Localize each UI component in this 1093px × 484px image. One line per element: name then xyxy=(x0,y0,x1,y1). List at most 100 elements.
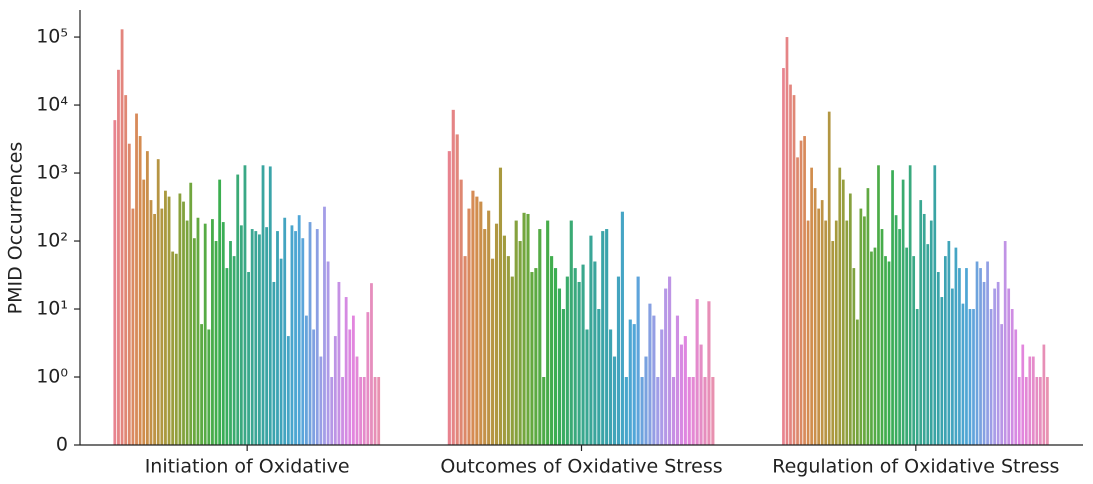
bar xyxy=(703,377,707,445)
bar xyxy=(174,253,178,445)
bar xyxy=(605,229,609,445)
bar xyxy=(898,229,901,445)
bar xyxy=(1017,377,1021,445)
bar xyxy=(366,312,370,445)
bar xyxy=(447,151,451,445)
bar xyxy=(687,377,691,445)
bar xyxy=(229,241,232,445)
bar xyxy=(982,281,986,445)
y-tick-label: 10⁵ xyxy=(36,26,68,48)
bar xyxy=(929,220,933,445)
bar xyxy=(542,377,546,445)
bar xyxy=(820,200,824,445)
bar xyxy=(149,200,153,445)
bar xyxy=(565,276,569,445)
bar xyxy=(232,256,236,445)
bar xyxy=(813,188,817,445)
bar xyxy=(1003,241,1007,445)
bar xyxy=(326,261,330,445)
bar xyxy=(901,179,905,445)
bar xyxy=(1039,377,1042,445)
bar xyxy=(127,143,131,445)
bar xyxy=(459,179,463,445)
bar xyxy=(333,336,337,445)
bar xyxy=(189,182,193,445)
bar xyxy=(561,309,565,445)
bar xyxy=(817,208,821,445)
bar xyxy=(845,220,849,445)
bar xyxy=(1046,377,1049,445)
bar xyxy=(475,196,479,445)
y-tick-label: 10¹ xyxy=(36,298,68,320)
x-tick-label: Initiation of Oxidative xyxy=(145,456,350,478)
bar xyxy=(954,247,958,445)
y-axis-label: PMID Occurrences xyxy=(5,142,27,315)
y-tick-label: 10⁴ xyxy=(36,94,68,116)
bar xyxy=(968,309,972,445)
bar xyxy=(919,200,923,445)
bar xyxy=(304,315,308,445)
bar xyxy=(905,247,908,445)
bar xyxy=(581,264,585,445)
bar xyxy=(138,136,142,445)
bar xyxy=(695,299,699,445)
bar xyxy=(699,344,703,445)
bar xyxy=(196,217,200,445)
bar xyxy=(117,69,120,446)
bar xyxy=(640,377,644,445)
bar xyxy=(348,329,352,445)
bar xyxy=(265,227,269,445)
bar xyxy=(182,201,185,445)
bar xyxy=(947,241,951,445)
bar xyxy=(880,229,884,445)
bar xyxy=(290,225,294,445)
bar xyxy=(870,251,873,445)
bar xyxy=(550,256,554,445)
bar xyxy=(1000,324,1004,445)
bar xyxy=(538,229,542,445)
bar xyxy=(124,95,128,446)
bar xyxy=(877,165,880,445)
bar xyxy=(1024,377,1028,445)
bar xyxy=(979,268,982,445)
bar xyxy=(192,238,196,445)
bar xyxy=(463,256,467,445)
bar xyxy=(1014,329,1018,445)
bar xyxy=(160,208,164,445)
bar xyxy=(1010,309,1014,445)
y-tick-label: 10³ xyxy=(36,162,68,184)
bar xyxy=(679,344,683,445)
bar xyxy=(145,151,149,445)
bar xyxy=(668,276,672,445)
bar xyxy=(135,113,138,445)
bar xyxy=(589,235,593,445)
bar xyxy=(922,213,926,445)
bar xyxy=(1042,344,1046,445)
bar xyxy=(247,272,250,445)
bar xyxy=(873,247,877,445)
bar xyxy=(506,256,510,445)
bar xyxy=(156,159,160,445)
bar xyxy=(211,219,214,445)
bar xyxy=(1028,356,1032,445)
bar xyxy=(359,377,363,445)
bar xyxy=(628,319,632,445)
bar xyxy=(207,329,211,445)
bar xyxy=(848,193,852,445)
bar xyxy=(664,288,668,445)
bar xyxy=(609,329,613,445)
bar xyxy=(286,336,290,445)
bar xyxy=(164,190,167,445)
bar xyxy=(585,329,589,445)
bar xyxy=(933,165,937,445)
bar xyxy=(834,220,838,445)
bar xyxy=(936,272,940,445)
bar xyxy=(1007,288,1011,445)
bar xyxy=(691,377,695,445)
bar xyxy=(597,309,601,445)
bar xyxy=(261,165,265,445)
bar xyxy=(553,268,558,445)
bar xyxy=(323,206,326,445)
bar xyxy=(986,261,989,445)
bar xyxy=(965,268,968,445)
